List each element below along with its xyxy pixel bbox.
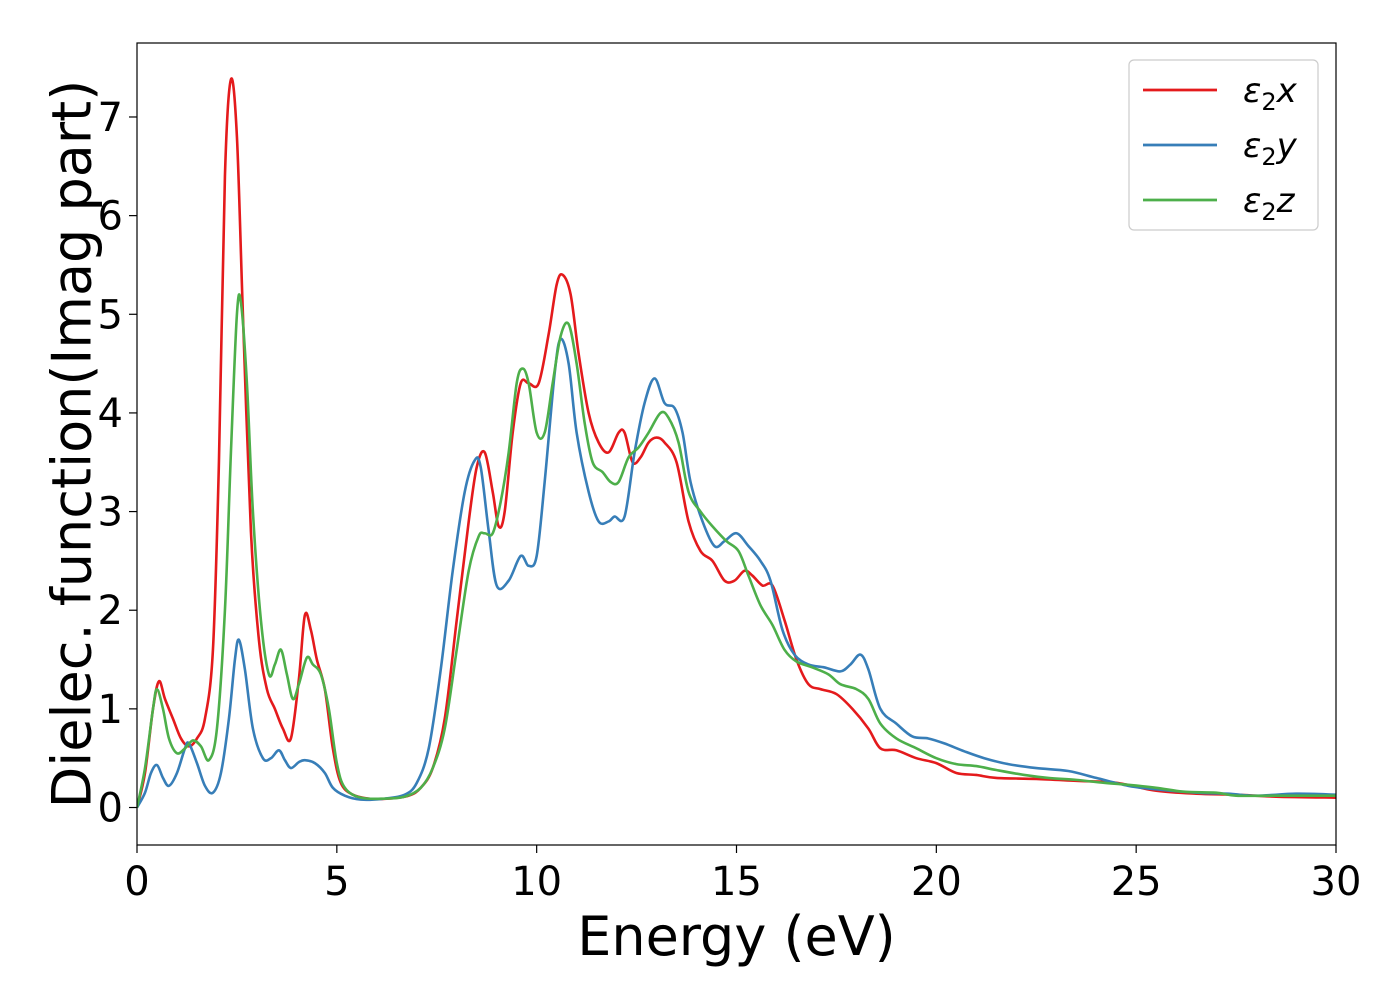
x-tick-label: 20	[911, 859, 962, 905]
y-axis: 0 1 2 3 4 5 6 7	[98, 95, 137, 832]
x-tick-label: 30	[1311, 859, 1362, 905]
legend-label: ε2x	[1243, 71, 1298, 116]
y-tick-label: 2	[98, 588, 123, 634]
y-tick-label: 6	[98, 194, 123, 240]
x-axis-title: Energy (eV)	[577, 905, 896, 968]
legend-label: ε2z	[1243, 181, 1296, 226]
y-tick-label: 7	[98, 95, 123, 141]
y-axis-title: Dielec. function(Imag part)	[41, 80, 104, 809]
y-tick-label: 1	[98, 687, 123, 733]
y-tick-label: 0	[98, 786, 123, 832]
legend: ε2x ε2y ε2z	[1128, 59, 1319, 231]
y-tick-label: 3	[98, 490, 123, 536]
x-tick-label: 0	[124, 859, 149, 905]
series-line-e2y	[137, 337, 1336, 809]
x-tick-label: 10	[511, 859, 562, 905]
series-layer	[137, 77, 1336, 809]
y-tick-label: 5	[98, 292, 123, 338]
x-tick-label: 15	[711, 859, 762, 905]
series-line-e2z	[137, 293, 1336, 808]
x-axis: 0 5 10 15 20 25 30	[124, 845, 1361, 905]
y-tick-label: 4	[98, 391, 123, 437]
x-tick-label: 25	[1111, 859, 1162, 905]
legend-label: ε2y	[1243, 126, 1298, 171]
legend-box	[1128, 59, 1319, 231]
x-tick-label: 5	[324, 859, 349, 905]
series-line-e2x	[137, 77, 1336, 808]
